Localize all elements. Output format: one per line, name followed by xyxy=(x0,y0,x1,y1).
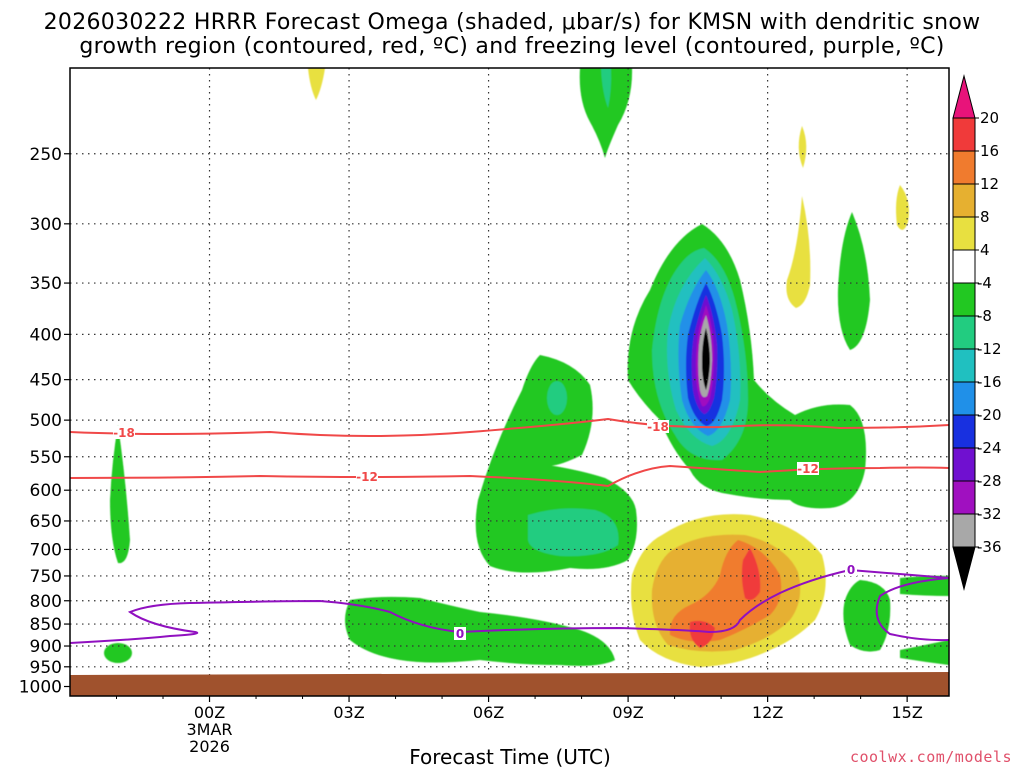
omega-region-green-350 xyxy=(837,212,870,350)
surface-ground xyxy=(70,672,949,696)
omega-region-red-warm-upper xyxy=(741,548,761,600)
contour-label-dgz-minus18-right: -18 xyxy=(647,420,669,434)
omega-region-black-max xyxy=(702,328,710,390)
y-axis: 2503003504004505005506006507007508008509… xyxy=(19,145,70,698)
contour-label-dgz-minus12-left: -12 xyxy=(356,470,378,484)
omega-region-green-950 xyxy=(104,643,132,663)
colorbar-arrow-bottom xyxy=(952,546,976,591)
y-tick-label: 800 xyxy=(30,592,62,612)
x-tick-label: 06Z xyxy=(473,703,504,722)
y-tick-label: 300 xyxy=(30,215,62,235)
colorbar-level-label: -24 xyxy=(977,439,1002,457)
colorbar-level-label: -16 xyxy=(977,373,1002,391)
colorbar-level-label: -8 xyxy=(977,307,992,325)
omega-region-green-right-edge-lower xyxy=(900,640,949,665)
chart-title-line1: 2026030222 HRRR Forecast Omega (shaded, … xyxy=(44,10,981,35)
x-tick-label: 09Z xyxy=(612,703,643,722)
y-tick-label: 850 xyxy=(30,615,62,635)
y-tick-label: 650 xyxy=(30,512,62,532)
omega-region-yellow-top-left xyxy=(308,68,325,100)
y-tick-label: 900 xyxy=(30,637,62,657)
colorbar-level-label: -32 xyxy=(977,505,1002,523)
colorbar-level-label: -20 xyxy=(977,406,1002,424)
y-tick-label: 700 xyxy=(30,540,62,560)
y-tick-label: 250 xyxy=(30,145,62,165)
contour-label-freezing-0-right: 0 xyxy=(847,563,855,577)
omega-shading xyxy=(104,68,949,667)
x-tick-label: 12Z xyxy=(752,703,783,722)
dgz-contour-minus12 xyxy=(70,464,949,488)
y-tick-label: 950 xyxy=(30,658,62,678)
omega-region-yellow-right-300 xyxy=(896,185,909,230)
omega-region-seagreen-top xyxy=(601,68,612,108)
y-tick-label: 600 xyxy=(30,481,62,501)
colorbar-swatch xyxy=(952,216,976,251)
contour-label-dgz-minus18-left: -18 xyxy=(113,426,135,440)
colorbar-swatch xyxy=(952,150,976,185)
omega-region-green-right-low xyxy=(843,580,891,652)
x-tick-label: 00Z xyxy=(194,703,225,722)
colorbar-level-label: 20 xyxy=(980,109,999,127)
y-tick-label: 550 xyxy=(30,448,62,468)
plot-frame xyxy=(69,67,950,697)
omega-region-green-top xyxy=(579,68,633,158)
y-tick-label: 350 xyxy=(30,274,62,294)
colorbar-swatch xyxy=(952,282,976,317)
omega-region-green-right-edge-upper xyxy=(900,575,949,596)
colorbar-level-label: -36 xyxy=(977,538,1002,556)
colorbar-swatch xyxy=(952,348,976,383)
colorbar-level-label: 4 xyxy=(980,241,990,259)
y-tick-label: 1000 xyxy=(19,678,62,698)
chart-title-line2: growth region (contoured, red, ºC) and f… xyxy=(79,34,944,59)
colorbar-level-label: -28 xyxy=(977,472,1002,490)
colorbar-swatch xyxy=(952,249,976,284)
omega-region-yellow-250 xyxy=(798,126,807,168)
colorbar-level-label: -4 xyxy=(977,274,992,292)
omega-region-green-spike xyxy=(110,425,130,564)
contour-label-dgz-minus12-right: -12 xyxy=(797,462,819,476)
omega-region-yellow-300 xyxy=(786,196,811,308)
x-tick-label: 2026 xyxy=(189,737,230,756)
colorbar-swatch xyxy=(952,381,976,416)
colorbar-swatch xyxy=(952,513,976,548)
colorbar-level-label: 16 xyxy=(980,142,999,160)
credit-text: coolwx.com/models xyxy=(850,748,1012,766)
colorbar-level-label: 8 xyxy=(980,208,990,226)
colorbar-swatch xyxy=(952,117,976,152)
omega-region-seagreen-small xyxy=(547,381,567,415)
colorbar-swatch xyxy=(952,480,976,515)
colorbar-level-label: -12 xyxy=(977,340,1002,358)
x-axis-label: Forecast Time (UTC) xyxy=(409,745,611,768)
y-tick-label: 400 xyxy=(30,325,62,345)
x-tick-label: 3MAR xyxy=(187,720,233,739)
x-tick-label: 03Z xyxy=(333,703,364,722)
dgz-contour-minus18 xyxy=(70,417,949,437)
colorbar-swatch xyxy=(952,447,976,482)
colorbar: 20 16 12 8 4 -4 -8 -12 -16 -20 -24 -28 -32 -36 xyxy=(952,74,1002,591)
omega-region-seagreen-main xyxy=(528,508,619,557)
omega-region-red-warm-lower xyxy=(689,620,715,648)
dgz-contours xyxy=(70,417,949,488)
contour-labels: -18 -18 -12 -12 0 0 xyxy=(113,420,857,641)
colorbar-swatch xyxy=(952,183,976,218)
colorbar-swatch xyxy=(952,414,976,449)
x-tick-label: 15Z xyxy=(891,703,922,722)
colorbar-arrow-top xyxy=(952,74,976,119)
colorbar-level-label: 12 xyxy=(980,175,999,193)
y-tick-label: 500 xyxy=(30,411,62,431)
y-tick-label: 750 xyxy=(30,567,62,587)
colorbar-swatch xyxy=(952,315,976,350)
y-tick-label: 450 xyxy=(30,371,62,391)
contour-label-freezing-0-left: 0 xyxy=(456,627,464,641)
